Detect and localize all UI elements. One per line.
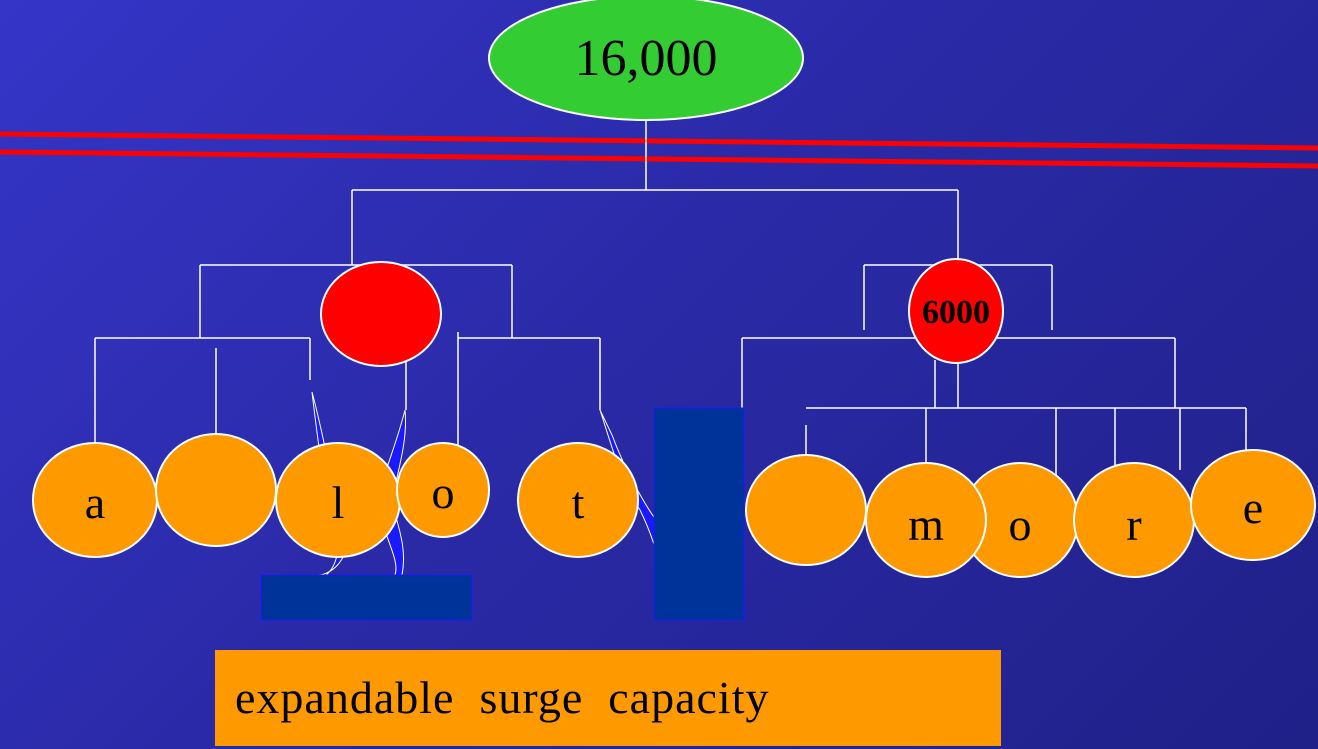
leaf-l: l	[275, 442, 401, 558]
leaf-label: o	[1009, 499, 1032, 550]
leaf-m: m	[865, 462, 987, 578]
leaf-o-right: o	[961, 462, 1079, 578]
leaf-label: t	[572, 477, 585, 528]
divider-line-upper	[0, 131, 1318, 151]
leaf-o-left: o	[396, 442, 490, 538]
right-hub-label: 6000	[922, 294, 990, 331]
leaf-r: r	[1073, 462, 1195, 578]
left-hub-node	[320, 261, 442, 367]
caption-box: expandable surge capacity	[215, 650, 1001, 746]
leaf-label: l	[332, 477, 345, 528]
leaf-label: a	[85, 477, 105, 528]
root-label: 16,000	[575, 30, 718, 87]
leaf-blank-right	[745, 454, 867, 566]
leaf-t: t	[517, 442, 639, 558]
connectors	[94, 120, 1247, 475]
leaf-blank-left	[155, 433, 277, 547]
divider-line-lower	[0, 149, 1318, 169]
leaf-label: o	[432, 467, 455, 518]
root-node: 16,000	[488, 0, 804, 121]
leaf-label: e	[1243, 482, 1263, 533]
vertical-box	[653, 407, 745, 621]
leaf-label: r	[1126, 499, 1141, 550]
right-hub-node: 6000	[908, 258, 1004, 364]
horizontal-box	[260, 574, 473, 621]
leaf-a: a	[32, 442, 158, 558]
leaf-e: e	[1190, 449, 1316, 561]
leaf-label: m	[908, 499, 944, 550]
